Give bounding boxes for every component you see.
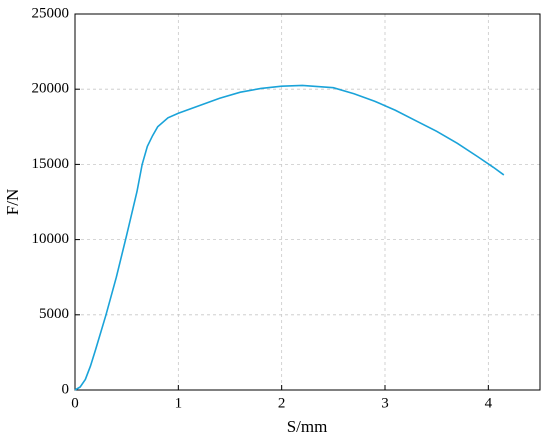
y-tick-label: 25000 — [32, 5, 70, 21]
y-tick-label: 5000 — [39, 306, 69, 322]
line-series — [74, 84, 505, 391]
y-tick-label: 0 — [62, 381, 70, 397]
x-tick-label: 2 — [278, 395, 286, 411]
x-tick-label: 1 — [175, 395, 183, 411]
y-axis-label: F/N — [3, 189, 22, 215]
plot-frame — [74, 13, 541, 391]
x-axis-label: S/mm — [287, 417, 328, 436]
y-tick-label: 10000 — [32, 231, 70, 247]
y-tick-label: 20000 — [32, 81, 70, 97]
x-tick-label: 0 — [71, 395, 79, 411]
y-tick-label: 15000 — [32, 156, 70, 172]
x-tick-label: 4 — [485, 395, 493, 411]
x-tick-label: 3 — [381, 395, 389, 411]
